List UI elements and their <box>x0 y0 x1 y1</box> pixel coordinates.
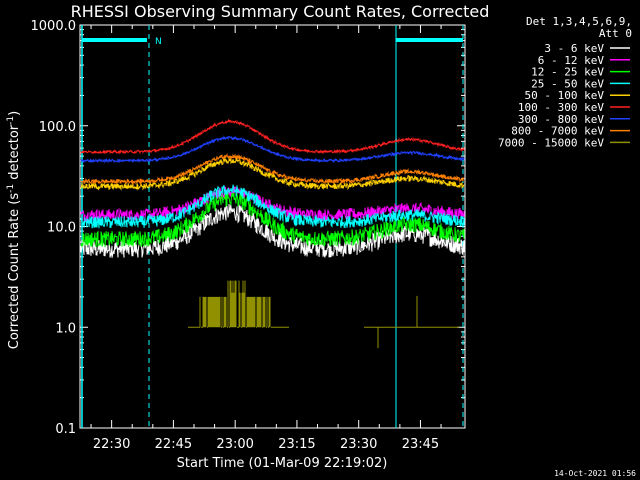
footer-timestamp: 14-Oct-2021 01:56 <box>554 469 636 478</box>
y-tick-label: 1.0 <box>55 321 76 336</box>
legend-label: 25 - 50 keV <box>531 77 604 90</box>
legend-subtitle: Att 0 <box>599 27 632 40</box>
plot-area: 1000.0 100.0 10.0 1.0 0.1 22:30 22:45 23:00 23:1… <box>31 19 466 452</box>
flag-n-label: N <box>155 37 162 47</box>
series-line <box>80 118 465 155</box>
series-line <box>80 184 465 229</box>
x-tick-label: 23:15 <box>278 437 315 452</box>
x-tick-label: 23:00 <box>216 437 253 452</box>
flag-bar-right <box>396 38 463 42</box>
y-tick-label: 100.0 <box>39 120 76 135</box>
series-layer <box>80 118 465 349</box>
legend-label: 12 - 25 keV <box>531 66 604 79</box>
legend-label: 100 - 300 keV <box>518 101 604 114</box>
y-tick-label: 1000.0 <box>31 19 77 34</box>
legend-label: 50 - 100 keV <box>525 89 605 102</box>
chart-title: RHESSI Observing Summary Count Rates, Co… <box>71 2 490 21</box>
flag-bar-left <box>82 38 147 42</box>
legend-label: 3 - 6 keV <box>544 42 604 55</box>
x-tick-label: 22:30 <box>93 437 130 452</box>
legend-label: 800 - 7000 keV <box>511 125 604 138</box>
legend-label: 6 - 12 keV <box>538 54 605 67</box>
series-line <box>80 153 465 186</box>
x-tick-label: 22:45 <box>155 437 192 452</box>
legend-title: Det 1,3,4,5,6,9, <box>526 15 632 28</box>
series-line-7000-15000 <box>188 280 459 349</box>
x-tick-label: 23:45 <box>402 437 439 452</box>
legend-label: 300 - 800 keV <box>518 113 604 126</box>
y-tick-label: 0.1 <box>55 422 76 437</box>
series-line <box>80 135 465 164</box>
x-tick-label: 23:30 <box>340 437 377 452</box>
legend-label: 7000 - 15000 keV <box>498 136 604 149</box>
y-axis-label: Corrected Count Rate (s-1 detector-1) <box>6 111 22 349</box>
series-line <box>80 157 465 191</box>
y-tick-label: 10.0 <box>47 221 76 236</box>
x-axis-label: Start Time (01-Mar-09 22:19:02) <box>177 456 388 471</box>
series-line <box>80 191 465 248</box>
